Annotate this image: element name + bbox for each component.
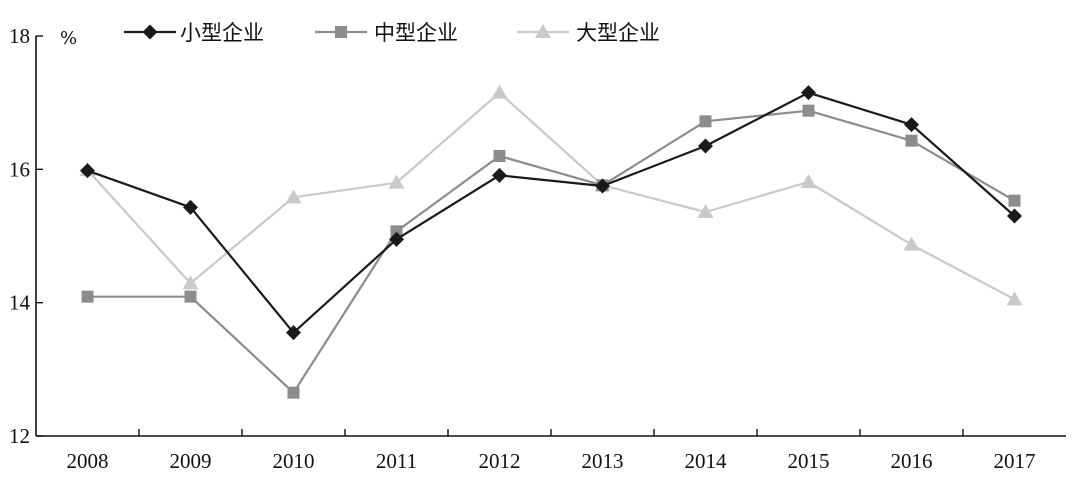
x-tick-label: 2008 bbox=[67, 449, 109, 473]
legend-label: 大型企业 bbox=[576, 21, 660, 45]
legend-item-square: 中型企业 bbox=[315, 21, 458, 45]
data-point-triangle bbox=[491, 84, 508, 99]
data-point-diamond bbox=[595, 178, 610, 194]
data-point-diamond bbox=[1007, 208, 1022, 224]
x-tick-label: 2010 bbox=[273, 449, 315, 473]
x-tick-label: 2013 bbox=[582, 449, 624, 473]
axes: 12 14 16 18 % 2008 2009 2010 2011 2012 2013 2014 201… bbox=[9, 24, 1066, 473]
series-line-square bbox=[87, 109, 1016, 394]
data-point-square bbox=[1008, 194, 1021, 207]
data-point-diamond bbox=[801, 85, 816, 101]
series-square bbox=[81, 104, 1021, 399]
y-tick-label: 18 bbox=[9, 24, 30, 48]
series-diamond bbox=[80, 85, 1022, 341]
data-point-square bbox=[184, 290, 197, 303]
data-point-square bbox=[699, 115, 712, 128]
y-tick-label: 14 bbox=[9, 291, 31, 315]
x-tick-label: 2017 bbox=[994, 449, 1036, 473]
y-tick-label: 12 bbox=[9, 424, 30, 448]
legend-marker-diamond bbox=[142, 24, 158, 40]
data-point-diamond bbox=[389, 231, 404, 247]
data-point-square bbox=[287, 386, 300, 399]
legend-item-triangle: 大型企业 bbox=[517, 21, 660, 45]
data-point-diamond bbox=[286, 325, 301, 341]
data-point-triangle bbox=[697, 204, 714, 218]
data-point-square bbox=[390, 225, 403, 238]
data-point-triangle bbox=[182, 275, 199, 290]
data-point-diamond bbox=[698, 138, 713, 154]
legend: 小型企业 中型企业 大型企业 bbox=[124, 21, 660, 45]
series-line-triangle bbox=[86, 91, 1016, 301]
data-point-square bbox=[905, 134, 918, 147]
x-tick-label: 2011 bbox=[376, 449, 417, 473]
x-tick-label: 2014 bbox=[685, 449, 728, 473]
data-point-diamond bbox=[183, 199, 198, 215]
x-tick-label: 2012 bbox=[479, 449, 521, 473]
y-tick-label: 16 bbox=[9, 157, 30, 181]
series-layer bbox=[79, 84, 1023, 399]
data-point-triangle bbox=[285, 189, 302, 204]
legend-label: 小型企业 bbox=[180, 21, 264, 45]
data-point-triangle bbox=[1006, 291, 1023, 306]
data-point-diamond bbox=[80, 163, 95, 179]
legend-label: 中型企业 bbox=[374, 21, 458, 45]
data-point-triangle bbox=[903, 236, 920, 251]
legend-marker-square bbox=[335, 26, 347, 38]
legend-item-diamond: 小型企业 bbox=[124, 21, 264, 45]
data-point-triangle bbox=[388, 174, 405, 189]
series-triangle bbox=[79, 84, 1023, 306]
y-axis-unit-label: % bbox=[60, 28, 77, 49]
x-tick-label: 2009 bbox=[170, 449, 212, 473]
data-point-square bbox=[81, 290, 94, 303]
data-point-diamond bbox=[492, 167, 507, 183]
x-tick-label: 2015 bbox=[788, 449, 830, 473]
data-point-triangle bbox=[800, 174, 817, 188]
x-tick-label: 2016 bbox=[891, 449, 933, 473]
data-point-diamond bbox=[904, 117, 919, 133]
series-line-diamond bbox=[87, 91, 1016, 334]
data-point-square bbox=[802, 104, 815, 117]
data-point-square bbox=[493, 150, 506, 162]
legend-marker-triangle bbox=[535, 24, 551, 38]
